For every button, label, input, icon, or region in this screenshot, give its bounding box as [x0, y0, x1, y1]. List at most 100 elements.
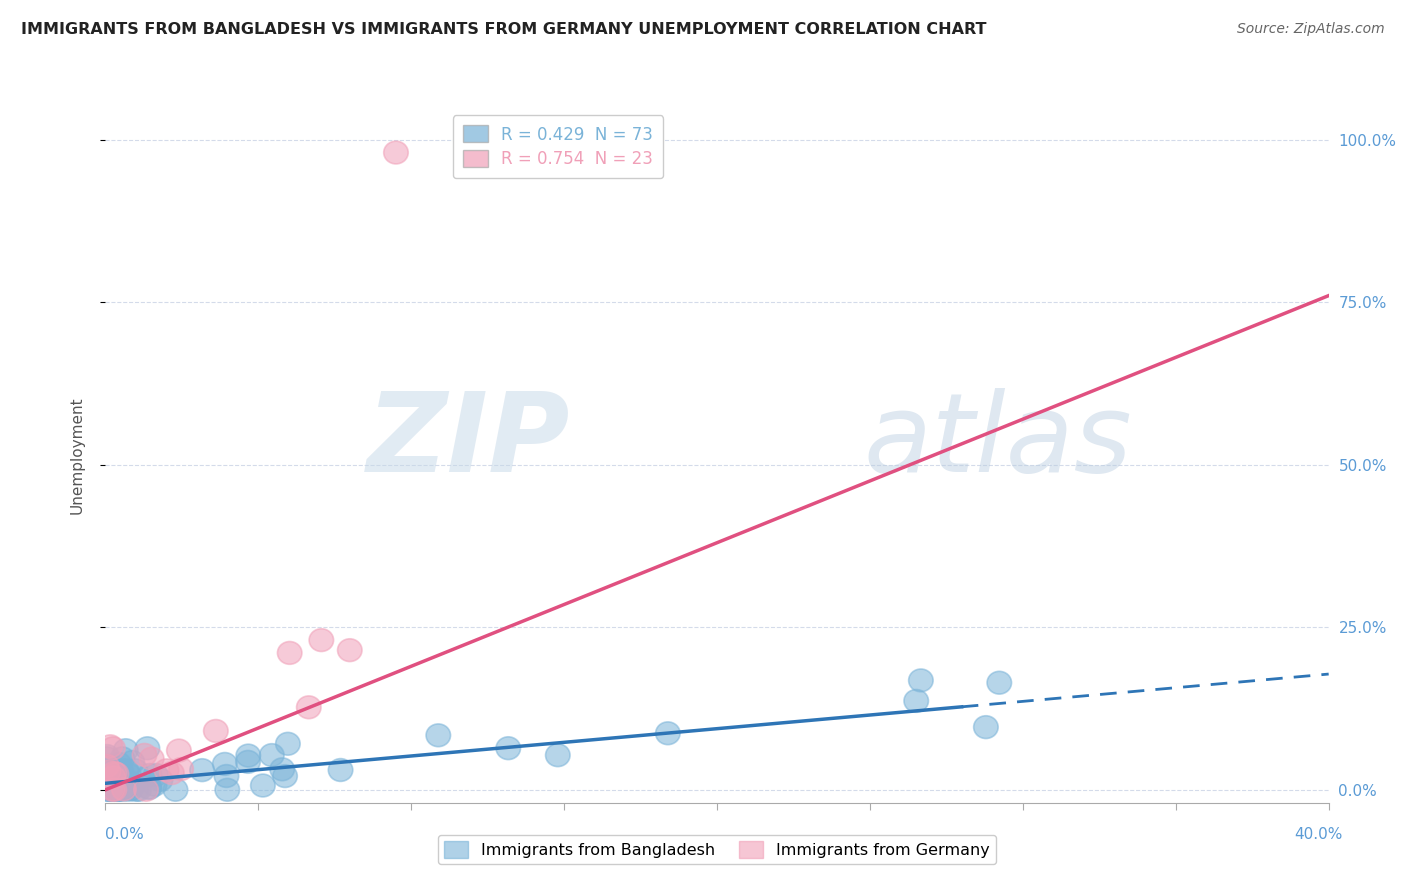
- Text: ZIP: ZIP: [367, 387, 571, 494]
- Ellipse shape: [101, 779, 127, 801]
- Ellipse shape: [104, 763, 129, 785]
- Ellipse shape: [117, 771, 141, 793]
- Ellipse shape: [384, 141, 408, 164]
- Ellipse shape: [103, 771, 128, 793]
- Ellipse shape: [108, 759, 134, 782]
- Ellipse shape: [101, 770, 127, 793]
- Ellipse shape: [138, 764, 162, 787]
- Ellipse shape: [214, 764, 239, 788]
- Ellipse shape: [974, 715, 998, 739]
- Ellipse shape: [121, 773, 145, 797]
- Ellipse shape: [104, 763, 129, 786]
- Ellipse shape: [120, 750, 145, 773]
- Ellipse shape: [101, 766, 127, 789]
- Ellipse shape: [190, 759, 214, 781]
- Ellipse shape: [105, 779, 131, 801]
- Ellipse shape: [105, 779, 129, 801]
- Ellipse shape: [277, 641, 302, 665]
- Ellipse shape: [104, 779, 128, 801]
- Ellipse shape: [112, 779, 138, 801]
- Ellipse shape: [148, 769, 173, 791]
- Ellipse shape: [94, 747, 120, 770]
- Ellipse shape: [655, 722, 681, 745]
- Ellipse shape: [100, 765, 125, 788]
- Ellipse shape: [134, 779, 159, 801]
- Ellipse shape: [297, 696, 321, 719]
- Y-axis label: Unemployment: Unemployment: [70, 396, 84, 514]
- Ellipse shape: [97, 758, 122, 781]
- Ellipse shape: [215, 779, 239, 801]
- Ellipse shape: [118, 778, 143, 800]
- Ellipse shape: [546, 744, 569, 766]
- Ellipse shape: [260, 744, 284, 766]
- Ellipse shape: [107, 753, 131, 775]
- Ellipse shape: [104, 761, 129, 784]
- Ellipse shape: [94, 779, 120, 801]
- Ellipse shape: [132, 744, 156, 766]
- Ellipse shape: [94, 755, 120, 778]
- Ellipse shape: [163, 779, 188, 801]
- Ellipse shape: [212, 753, 238, 775]
- Ellipse shape: [114, 739, 138, 762]
- Ellipse shape: [276, 732, 299, 756]
- Text: atlas: atlas: [863, 387, 1132, 494]
- Ellipse shape: [204, 720, 228, 742]
- Ellipse shape: [96, 760, 121, 783]
- Ellipse shape: [100, 779, 124, 801]
- Ellipse shape: [105, 779, 129, 801]
- Ellipse shape: [117, 764, 141, 786]
- Ellipse shape: [114, 759, 139, 781]
- Ellipse shape: [98, 779, 122, 801]
- Ellipse shape: [101, 737, 125, 760]
- Ellipse shape: [908, 669, 934, 692]
- Ellipse shape: [100, 779, 125, 801]
- Ellipse shape: [496, 737, 520, 760]
- Ellipse shape: [98, 779, 124, 801]
- Ellipse shape: [118, 778, 142, 801]
- Ellipse shape: [124, 779, 149, 801]
- Ellipse shape: [169, 757, 194, 780]
- Ellipse shape: [139, 747, 165, 770]
- Ellipse shape: [329, 758, 353, 781]
- Ellipse shape: [107, 779, 132, 801]
- Ellipse shape: [987, 672, 1011, 694]
- Ellipse shape: [138, 777, 162, 799]
- Ellipse shape: [143, 764, 167, 786]
- Text: 0.0%: 0.0%: [105, 827, 145, 841]
- Ellipse shape: [236, 750, 260, 773]
- Ellipse shape: [101, 766, 125, 789]
- Legend: Immigrants from Bangladesh, Immigrants from Germany: Immigrants from Bangladesh, Immigrants f…: [439, 835, 995, 864]
- Ellipse shape: [97, 779, 121, 801]
- Ellipse shape: [236, 744, 260, 767]
- Ellipse shape: [136, 776, 162, 799]
- Ellipse shape: [167, 739, 191, 762]
- Ellipse shape: [100, 765, 124, 789]
- Ellipse shape: [98, 735, 122, 757]
- Ellipse shape: [108, 764, 132, 786]
- Ellipse shape: [97, 755, 122, 777]
- Ellipse shape: [96, 768, 121, 791]
- Ellipse shape: [160, 762, 184, 784]
- Ellipse shape: [105, 762, 131, 784]
- Ellipse shape: [103, 779, 127, 801]
- Ellipse shape: [135, 737, 160, 760]
- Ellipse shape: [103, 779, 127, 801]
- Ellipse shape: [124, 759, 148, 781]
- Text: IMMIGRANTS FROM BANGLADESH VS IMMIGRANTS FROM GERMANY UNEMPLOYMENT CORRELATION C: IMMIGRANTS FROM BANGLADESH VS IMMIGRANTS…: [21, 22, 987, 37]
- Ellipse shape: [142, 773, 167, 796]
- Ellipse shape: [155, 759, 179, 781]
- Ellipse shape: [105, 779, 131, 801]
- Ellipse shape: [273, 764, 297, 788]
- Ellipse shape: [94, 745, 120, 767]
- Ellipse shape: [111, 778, 136, 801]
- Text: 40.0%: 40.0%: [1295, 827, 1343, 841]
- Ellipse shape: [270, 758, 294, 780]
- Ellipse shape: [103, 762, 127, 784]
- Ellipse shape: [94, 762, 118, 784]
- Ellipse shape: [101, 779, 125, 801]
- Ellipse shape: [104, 777, 129, 799]
- Text: Source: ZipAtlas.com: Source: ZipAtlas.com: [1237, 22, 1385, 37]
- Ellipse shape: [904, 690, 928, 713]
- Ellipse shape: [250, 774, 276, 797]
- Ellipse shape: [309, 629, 333, 651]
